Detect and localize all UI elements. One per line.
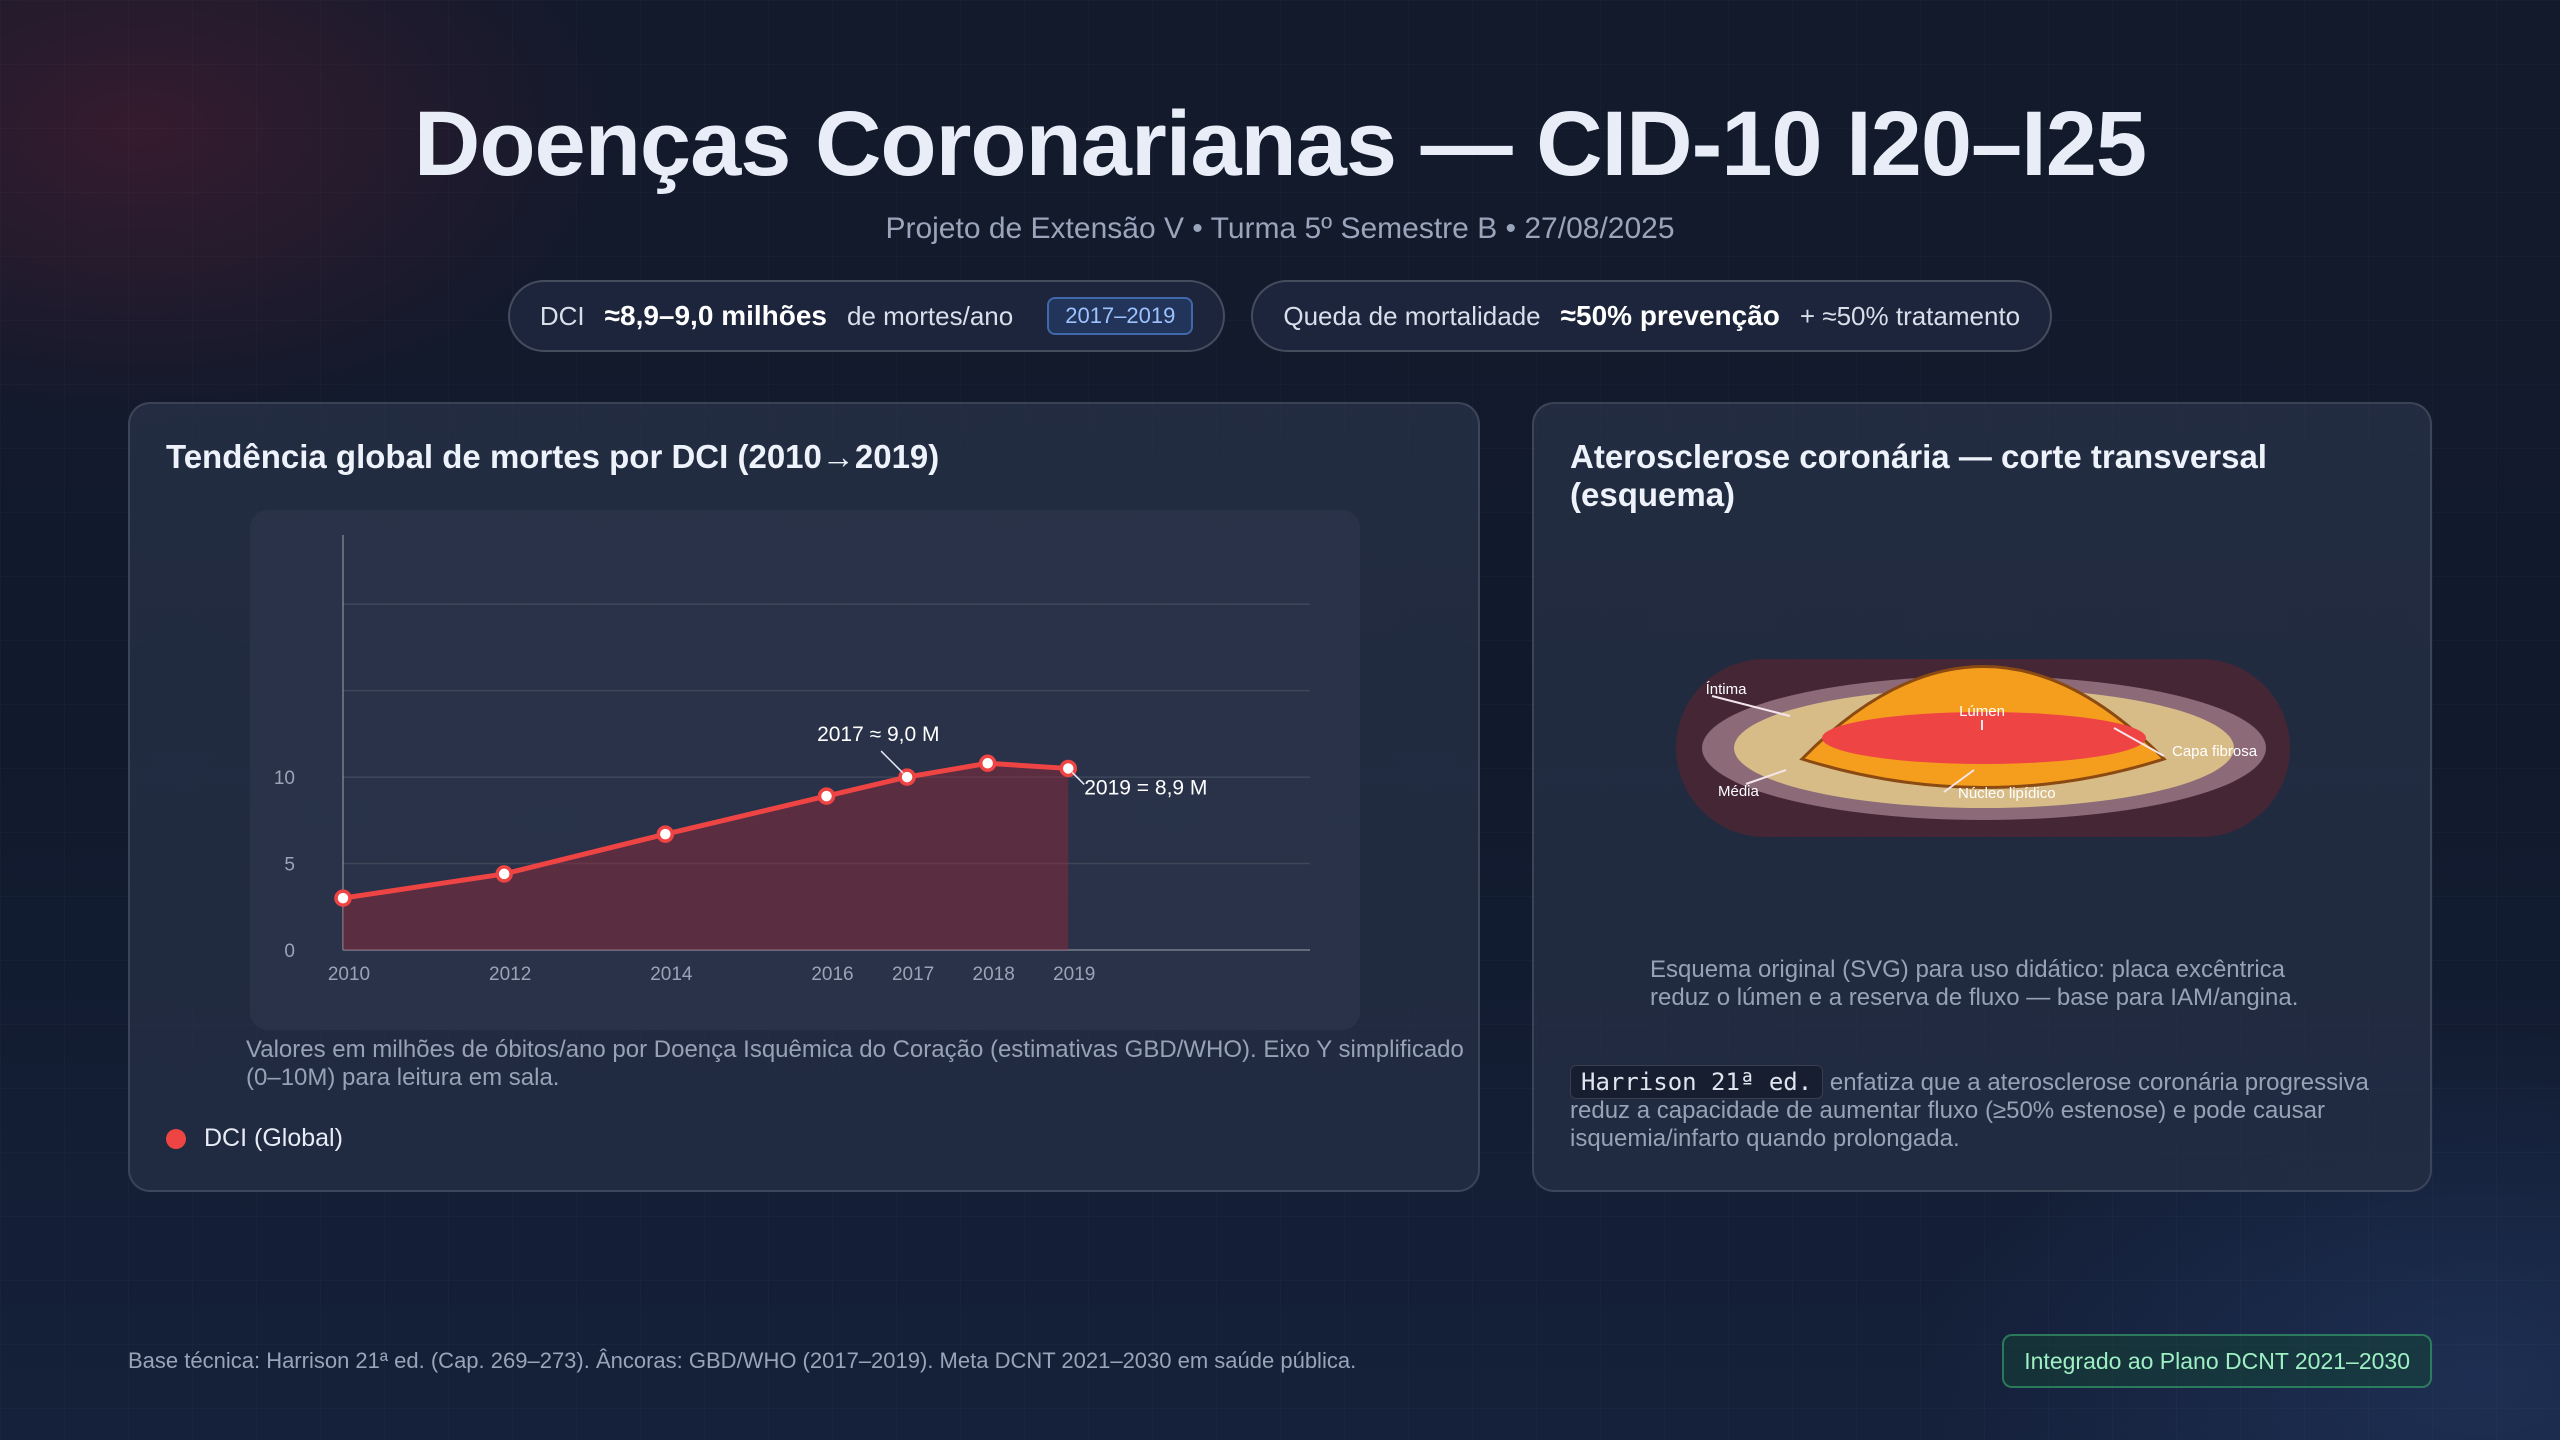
annotation-2017: 2017 ≈ 9,0 M: [817, 723, 939, 746]
plan-badge: Integrado ao Plano DCNT 2021–2030: [2002, 1334, 2432, 1388]
pill-strong-value: ≈8,9–9,0 milhões: [604, 300, 827, 331]
chart-caption: Valores em milhões de óbitos/ano por Doe…: [246, 1036, 1464, 1091]
annotation-leader: [1071, 771, 1085, 785]
x-tick-label: 2018: [973, 964, 1015, 985]
annotation-2019: 2019 = 8,9 M: [1084, 776, 1207, 799]
label-media: Média: [1718, 783, 1760, 800]
leader-line: [1711, 695, 1791, 717]
atherosclerosis-card: Aterosclerose coronária — corte transver…: [1532, 402, 2432, 1192]
page-subtitle: Projeto de Extensão V • Turma 5º Semestr…: [885, 212, 1675, 245]
artery-cross-section-diagram: Íntima Lúmen Capa fibrosa Média Núcleo l…: [1676, 659, 2290, 837]
data-point: [656, 825, 675, 843]
data-point: [1059, 759, 1077, 778]
label-fibrous-cap: Capa fibrosa: [2172, 743, 2258, 760]
y-tick-label: 5: [284, 855, 295, 876]
footer-sources: Base técnica: Harrison 21ª ed. (Cap. 269…: [128, 1348, 1357, 1373]
pill-suffix: + ≈50% tratamento: [1799, 300, 2021, 331]
annotation-leader: [880, 750, 904, 774]
x-tick-label: 2012: [489, 964, 531, 985]
data-point: [495, 865, 513, 883]
chart-panel: 0 5 10 2010 2012 2014 2016 2017 2018 2019 2017 ≈ 9…: [250, 510, 1360, 1030]
pill-strong-value: ≈50% prevenção: [1560, 300, 1780, 331]
line-chart: 0 5 10 2010 2012 2014 2016 2017 2018 2019 2017 ≈ 9…: [274, 535, 1310, 985]
series-area: [343, 763, 1069, 950]
summary-pills: DCI ≈8,9–9,0 milhões de mortes/ano 2017–…: [0, 280, 2560, 352]
data-point: [334, 889, 352, 907]
harrison-reference: Harrison 21ª ed. enfatiza que a ateroscl…: [1570, 1065, 2390, 1153]
x-tick-label: 2016: [811, 964, 853, 985]
lumen: [1822, 712, 2146, 764]
chart-legend: DCI (Global): [166, 1124, 343, 1153]
data-point: [898, 768, 916, 786]
leader-line: [2113, 727, 2165, 757]
data-point: [817, 787, 836, 805]
page-title: Doenças Coronarianas — CID-10 I20–I25: [413, 93, 2147, 195]
pill-label: DCI: [539, 300, 585, 331]
x-tick-label: 2019: [1053, 964, 1095, 985]
pill-label: Queda de mortalidade: [1283, 300, 1541, 331]
pill-suffix: de mortes/ano: [847, 300, 1014, 331]
y-tick-label: 10: [274, 768, 295, 789]
chart-card-title: Tendência global de mortes por DCI (2010…: [166, 438, 940, 475]
period-chip: 2017–2019: [1047, 297, 1194, 335]
leader-line: [1745, 769, 1787, 785]
x-tick-label: 2010: [328, 964, 370, 985]
label-lumen: Lúmen: [1959, 703, 2005, 720]
x-tick-label: 2017: [892, 964, 934, 985]
label-lipid-core: Núcleo lipídico: [1958, 785, 2056, 802]
legend-label: DCI (Global): [204, 1124, 343, 1152]
diagram-card-title: Aterosclerose coronária — corte transver…: [1570, 438, 2267, 513]
data-point: [978, 754, 997, 772]
reference-code: Harrison 21ª ed.: [1570, 1065, 1824, 1099]
reference-text: enfatiza que a aterosclerose coronária p…: [1570, 1069, 2369, 1152]
y-tick-label: 0: [284, 941, 295, 962]
trend-chart-card: Tendência global de mortes por DCI (2010…: [128, 402, 1480, 1192]
pill-dci-deaths: DCI ≈8,9–9,0 milhões de mortes/ano 2017–…: [507, 280, 1226, 352]
x-tick-label: 2014: [650, 964, 693, 985]
legend-marker: [166, 1128, 186, 1149]
diagram-caption: Esquema original (SVG) para uso didático…: [1650, 956, 2299, 1011]
pill-mortality-drop: Queda de mortalidade ≈50% prevenção + ≈5…: [1251, 280, 2053, 352]
label-intima: Íntima: [1706, 681, 1748, 698]
leader-line: [1943, 769, 1975, 793]
